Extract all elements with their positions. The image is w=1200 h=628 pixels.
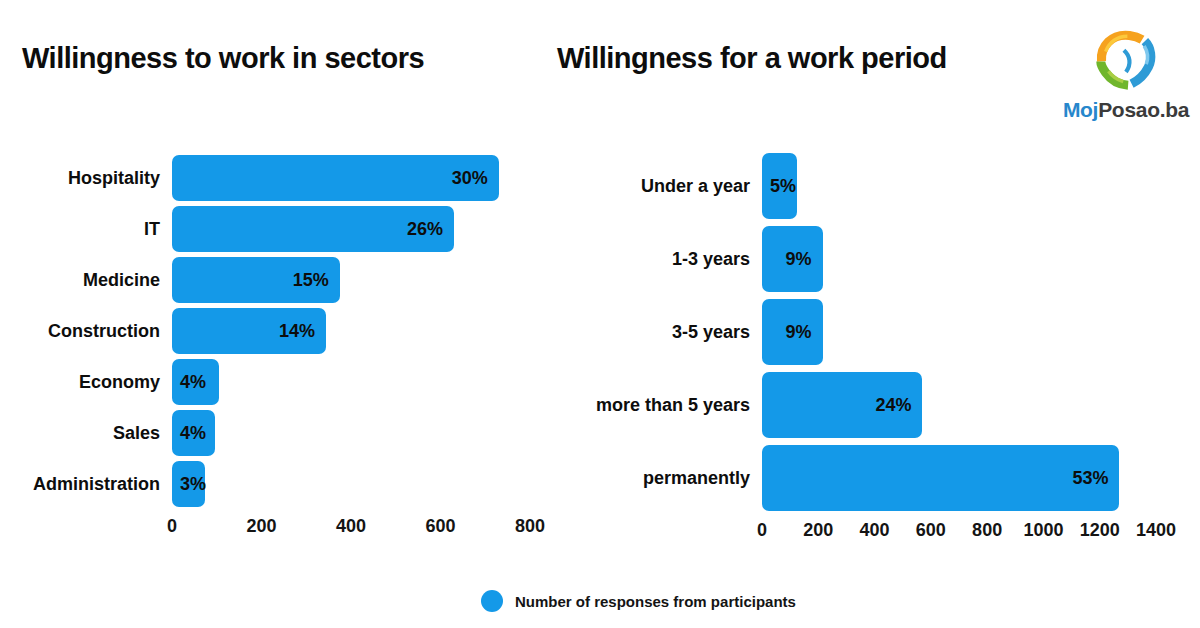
legend-label: Number of responses from participants: [515, 593, 796, 610]
plot-area: 53%: [762, 445, 1156, 511]
infographic-canvas: Willingness to work in sectors Willingne…: [0, 0, 1200, 628]
plot-area: 14%: [172, 308, 530, 354]
bar-value-label: 4%: [180, 372, 206, 393]
chart-row: 3-5 years 9%: [580, 299, 1156, 365]
chart-row: Administration 3%: [10, 461, 530, 507]
plot-area: 9%: [762, 299, 1156, 365]
bar-value-label: 26%: [407, 219, 443, 240]
chart-row: Construction 14%: [10, 308, 530, 354]
chart-title-sectors: Willingness to work in sectors: [22, 42, 424, 75]
bar-value-label: 14%: [279, 321, 315, 342]
bar-value-label: 30%: [452, 168, 488, 189]
brand-logo: MojPosao.ba: [1058, 24, 1194, 122]
chart-row: Under a year 5%: [580, 153, 1156, 219]
bar: 24%: [762, 372, 922, 438]
category-label: permanently: [580, 468, 762, 489]
x-axis-tick-label: 800: [515, 516, 545, 537]
category-label: more than 5 years: [580, 395, 762, 416]
x-axis-ticks: 0200400600800: [172, 516, 530, 538]
bar: 14%: [172, 308, 326, 354]
bar-value-label: 3%: [180, 474, 206, 495]
bar: 9%: [762, 299, 823, 365]
x-axis-tick-label: 1400: [1136, 520, 1176, 541]
category-label: Construction: [10, 321, 172, 342]
x-axis-tick-label: 600: [916, 520, 946, 541]
bar: 3%: [172, 461, 205, 507]
x-axis-tick-label: 200: [803, 520, 833, 541]
category-label: Under a year: [580, 176, 762, 197]
x-axis-tick-label: 400: [336, 516, 366, 537]
plot-area: 24%: [762, 372, 1156, 438]
x-axis-ticks: 0200400600800100012001400: [762, 520, 1156, 542]
logo-text-posao: Posao.ba: [1098, 98, 1189, 121]
bar-rows: Hospitality 30% IT 26% Medicine 15% Constructi…: [10, 155, 530, 507]
category-label: Economy: [10, 372, 172, 393]
bar-value-label: 53%: [1072, 468, 1108, 489]
category-label: 3-5 years: [580, 322, 762, 343]
chart-row: permanently 53%: [580, 445, 1156, 511]
bar: 4%: [172, 410, 215, 456]
chart-row: Sales 4%: [10, 410, 530, 456]
bar-value-label: 15%: [293, 270, 329, 291]
bar-value-label: 9%: [785, 249, 811, 270]
plot-area: 4%: [172, 410, 530, 456]
plot-area: 30%: [172, 155, 530, 201]
bar-value-label: 5%: [770, 176, 796, 197]
bar-rows: Under a year 5% 1-3 years 9% 3-5 years 9% more…: [580, 153, 1156, 511]
category-label: Administration: [10, 474, 172, 495]
x-axis-tick-label: 200: [246, 516, 276, 537]
chart-period: Under a year 5% 1-3 years 9% 3-5 years 9% more…: [580, 153, 1156, 542]
x-axis-tick-label: 0: [167, 516, 177, 537]
bar: 30%: [172, 155, 499, 201]
bar-value-label: 4%: [180, 423, 206, 444]
plot-area: 3%: [172, 461, 530, 507]
plot-area: 9%: [762, 226, 1156, 292]
chart-row: 1-3 years 9%: [580, 226, 1156, 292]
bar-value-label: 24%: [875, 395, 911, 416]
category-label: Medicine: [10, 270, 172, 291]
x-axis-tick-label: 1200: [1080, 520, 1120, 541]
mojposao-swirl-icon: [1091, 24, 1161, 96]
x-axis-tick-label: 0: [757, 520, 767, 541]
bar-value-label: 9%: [785, 322, 811, 343]
category-label: Hospitality: [10, 168, 172, 189]
bar: 5%: [762, 153, 797, 219]
category-label: Sales: [10, 423, 172, 444]
bar: 9%: [762, 226, 823, 292]
chart-row: IT 26%: [10, 206, 530, 252]
x-axis-tick-label: 400: [860, 520, 890, 541]
bar: 4%: [172, 359, 219, 405]
category-label: IT: [10, 219, 172, 240]
chart-row: Hospitality 30%: [10, 155, 530, 201]
x-axis-tick-label: 600: [425, 516, 455, 537]
plot-area: 26%: [172, 206, 530, 252]
chart-sectors: Hospitality 30% IT 26% Medicine 15% Constructi…: [10, 155, 530, 538]
chart-title-period: Willingness for a work period: [557, 42, 947, 75]
legend: Number of responses from participants: [481, 590, 796, 612]
chart-row: Economy 4%: [10, 359, 530, 405]
chart-row: more than 5 years 24%: [580, 372, 1156, 438]
x-axis-tick-label: 800: [972, 520, 1002, 541]
logo-text-moj: Moj: [1063, 98, 1098, 121]
plot-area: 5%: [762, 153, 1156, 219]
x-axis-tick-label: 1000: [1023, 520, 1063, 541]
bar: 26%: [172, 206, 454, 252]
chart-row: Medicine 15%: [10, 257, 530, 303]
bar: 53%: [762, 445, 1119, 511]
category-label: 1-3 years: [580, 249, 762, 270]
brand-logo-text: MojPosao.ba: [1063, 98, 1189, 122]
plot-area: 4%: [172, 359, 530, 405]
legend-marker-dot: [481, 590, 503, 612]
plot-area: 15%: [172, 257, 530, 303]
bar: 15%: [172, 257, 340, 303]
